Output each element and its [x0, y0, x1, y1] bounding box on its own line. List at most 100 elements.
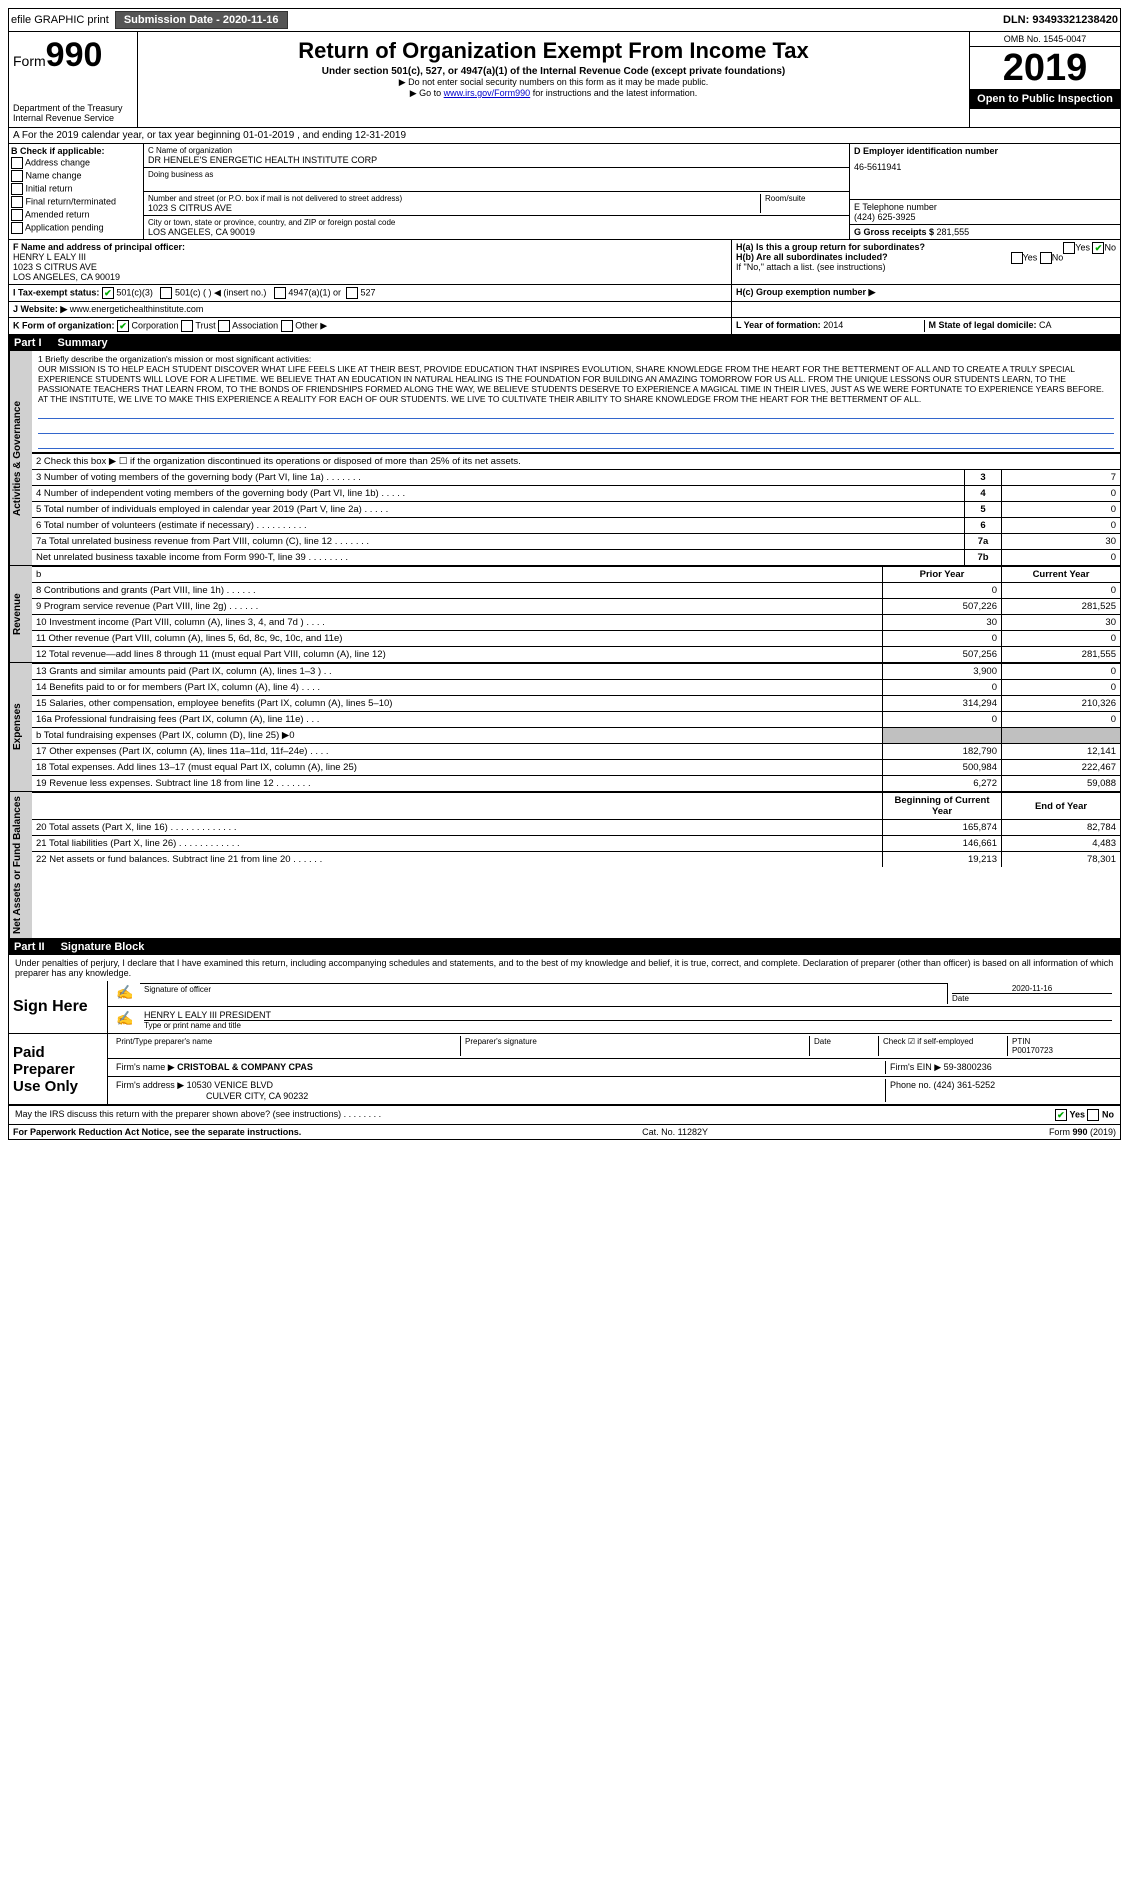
top-bar: efile GRAPHIC print Submission Date - 20…	[8, 8, 1121, 32]
form-number: 990	[46, 36, 103, 74]
firm-phone: (424) 361-5252	[934, 1080, 996, 1090]
footer-left: For Paperwork Reduction Act Notice, see …	[13, 1127, 301, 1137]
check-amended-return[interactable]: Amended return	[11, 209, 141, 221]
check-corporation[interactable]	[117, 320, 129, 332]
check-application-pending[interactable]: Application pending	[11, 222, 141, 234]
check-self[interactable]: Check ☑ if self-employed	[879, 1036, 1008, 1056]
sign-here-label: Sign Here	[9, 981, 107, 1033]
submission-date-button[interactable]: Submission Date - 2020-11-16	[115, 11, 288, 29]
firm-ein: 59-3800236	[944, 1062, 992, 1072]
row-klm: K Form of organization: Corporation Trus…	[8, 318, 1121, 335]
footer: For Paperwork Reduction Act Notice, see …	[8, 1125, 1121, 1140]
part2-header: Part IISignature Block	[8, 939, 1121, 955]
officer-city: LOS ANGELES, CA 90019	[13, 272, 727, 282]
check-501c3[interactable]	[102, 287, 114, 299]
revenue-section: Revenue bPrior YearCurrent Year 8 Contri…	[8, 566, 1121, 663]
officer-name: HENRY L EALY III	[13, 252, 727, 262]
officer-addr: 1023 S CITRUS AVE	[13, 262, 727, 272]
expenses-section: Expenses 13 Grants and similar amounts p…	[8, 663, 1121, 792]
form-title-block: Return of Organization Exempt From Incom…	[138, 32, 969, 127]
ein-label: D Employer identification number	[854, 146, 1116, 156]
ptin-value: P00170723	[1012, 1046, 1053, 1055]
gross-receipts-label: G Gross receipts $	[854, 227, 937, 237]
type-name-label: Type or print name and title	[144, 1020, 1112, 1030]
website: www.energetichealthinstitute.com	[70, 304, 204, 314]
paid-preparer-label: Paid Preparer Use Only	[9, 1034, 107, 1104]
revenue-table: bPrior YearCurrent Year 8 Contributions …	[32, 566, 1120, 662]
check-name-change[interactable]: Name change	[11, 170, 141, 182]
box-deg: D Employer identification number 46-5611…	[849, 144, 1120, 239]
dba-label: Doing business as	[148, 170, 845, 179]
footer-mid: Cat. No. 11282Y	[642, 1127, 708, 1137]
open-inspection: Open to Public Inspection	[970, 89, 1120, 109]
row-fh: F Name and address of principal officer:…	[8, 240, 1121, 285]
netassets-table: Beginning of Current YearEnd of Year 20 …	[32, 792, 1120, 867]
discuss-yes-checkbox[interactable]	[1055, 1109, 1067, 1121]
org-name: DR HENELE'S ENERGETIC HEALTH INSTITUTE C…	[148, 155, 845, 165]
discuss-text: May the IRS discuss this return with the…	[15, 1109, 1055, 1121]
room-label: Room/suite	[765, 194, 845, 203]
side-netassets: Net Assets or Fund Balances	[9, 792, 32, 938]
row-j: J Website: ▶ www.energetichealthinstitut…	[8, 302, 1121, 318]
part1-header: Part ISummary	[8, 335, 1121, 351]
tax-year: 2019	[970, 47, 1120, 89]
box-f: F Name and address of principal officer:…	[9, 240, 732, 284]
form-header: Form990 Department of the Treasury Inter…	[8, 32, 1121, 128]
mission-label: 1 Briefly describe the organization's mi…	[38, 354, 1114, 364]
row-i: I Tax-exempt status: 501(c)(3) 501(c) ( …	[8, 285, 1121, 302]
pen-icon	[112, 983, 140, 1004]
prep-date-label: Date	[810, 1036, 879, 1056]
dept-label: Department of the Treasury Internal Reve…	[13, 103, 133, 123]
dln-label: DLN: 93493321238420	[1003, 14, 1118, 26]
sig-officer-label: Signature of officer	[140, 983, 947, 1004]
side-expenses: Expenses	[9, 663, 32, 791]
org-city: LOS ANGELES, CA 90019	[148, 227, 845, 237]
officer-label: F Name and address of principal officer:	[13, 242, 727, 252]
governance-section: Activities & Governance 1 Briefly descri…	[8, 351, 1121, 566]
governance-table: 2 Check this box ▶ ☐ if the organization…	[32, 453, 1120, 565]
firm-city: CULVER CITY, CA 90232	[206, 1091, 308, 1101]
form-subtitle: Under section 501(c), 527, or 4947(a)(1)…	[142, 66, 965, 77]
form-prefix: Form	[13, 53, 46, 69]
period-row: A For the 2019 calendar year, or tax yea…	[8, 128, 1121, 144]
netassets-section: Net Assets or Fund Balances Beginning of…	[8, 792, 1121, 939]
sig-date-value: 2020-11-16	[952, 984, 1112, 993]
check-initial-return[interactable]: Initial return	[11, 183, 141, 195]
form-note2: ▶ Go to www.irs.gov/Form990 for instruct…	[142, 88, 965, 99]
check-final-return[interactable]: Final return/terminated	[11, 196, 141, 208]
gross-receipts-value: 281,555	[937, 227, 970, 237]
phone-label: E Telephone number	[854, 202, 1116, 212]
pen-icon	[112, 1009, 140, 1031]
officer-name-title: HENRY L EALY III PRESIDENT	[144, 1010, 1112, 1020]
box-b: B Check if applicable: Address change Na…	[9, 144, 144, 239]
signature-block: Under penalties of perjury, I declare th…	[8, 955, 1121, 1125]
box-c: C Name of organization DR HENELE'S ENERG…	[144, 144, 849, 239]
side-revenue: Revenue	[9, 566, 32, 662]
city-label: City or town, state or province, country…	[148, 218, 845, 227]
ha-no-checkbox[interactable]	[1092, 242, 1104, 254]
check-address-change[interactable]: Address change	[11, 157, 141, 169]
footer-right: Form 990 (2019)	[1049, 1127, 1116, 1137]
form-title: Return of Organization Exempt From Incom…	[142, 38, 965, 64]
side-governance: Activities & Governance	[9, 351, 32, 565]
phone-value: (424) 625-3925	[854, 212, 1116, 222]
form-note1: ▶ Do not enter social security numbers o…	[142, 77, 965, 88]
expenses-table: 13 Grants and similar amounts paid (Part…	[32, 663, 1120, 791]
prep-sig-label: Preparer's signature	[461, 1036, 810, 1056]
irs-link[interactable]: www.irs.gov/Form990	[444, 88, 531, 98]
omb-number: OMB No. 1545-0047	[970, 32, 1120, 47]
info-grid: B Check if applicable: Address change Na…	[8, 144, 1121, 240]
efile-label: efile GRAPHIC print	[11, 14, 109, 26]
prep-name-label: Print/Type preparer's name	[112, 1036, 461, 1056]
firm-name: CRISTOBAL & COMPANY CPAS	[177, 1062, 313, 1072]
box-h: H(a) Is this a group return for subordin…	[732, 240, 1120, 284]
declaration: Under penalties of perjury, I declare th…	[9, 955, 1120, 981]
org-name-label: C Name of organization	[148, 146, 845, 155]
mission-text: OUR MISSION IS TO HELP EACH STUDENT DISC…	[38, 364, 1114, 404]
omb-block: OMB No. 1545-0047 2019 Open to Public In…	[969, 32, 1120, 127]
box-b-title: B Check if applicable:	[11, 146, 141, 156]
org-address: 1023 S CITRUS AVE	[148, 203, 760, 213]
ein-value: 46-5611941	[854, 162, 1116, 172]
sig-date-label: Date	[952, 993, 1112, 1003]
firm-addr: 10530 VENICE BLVD	[187, 1080, 273, 1090]
